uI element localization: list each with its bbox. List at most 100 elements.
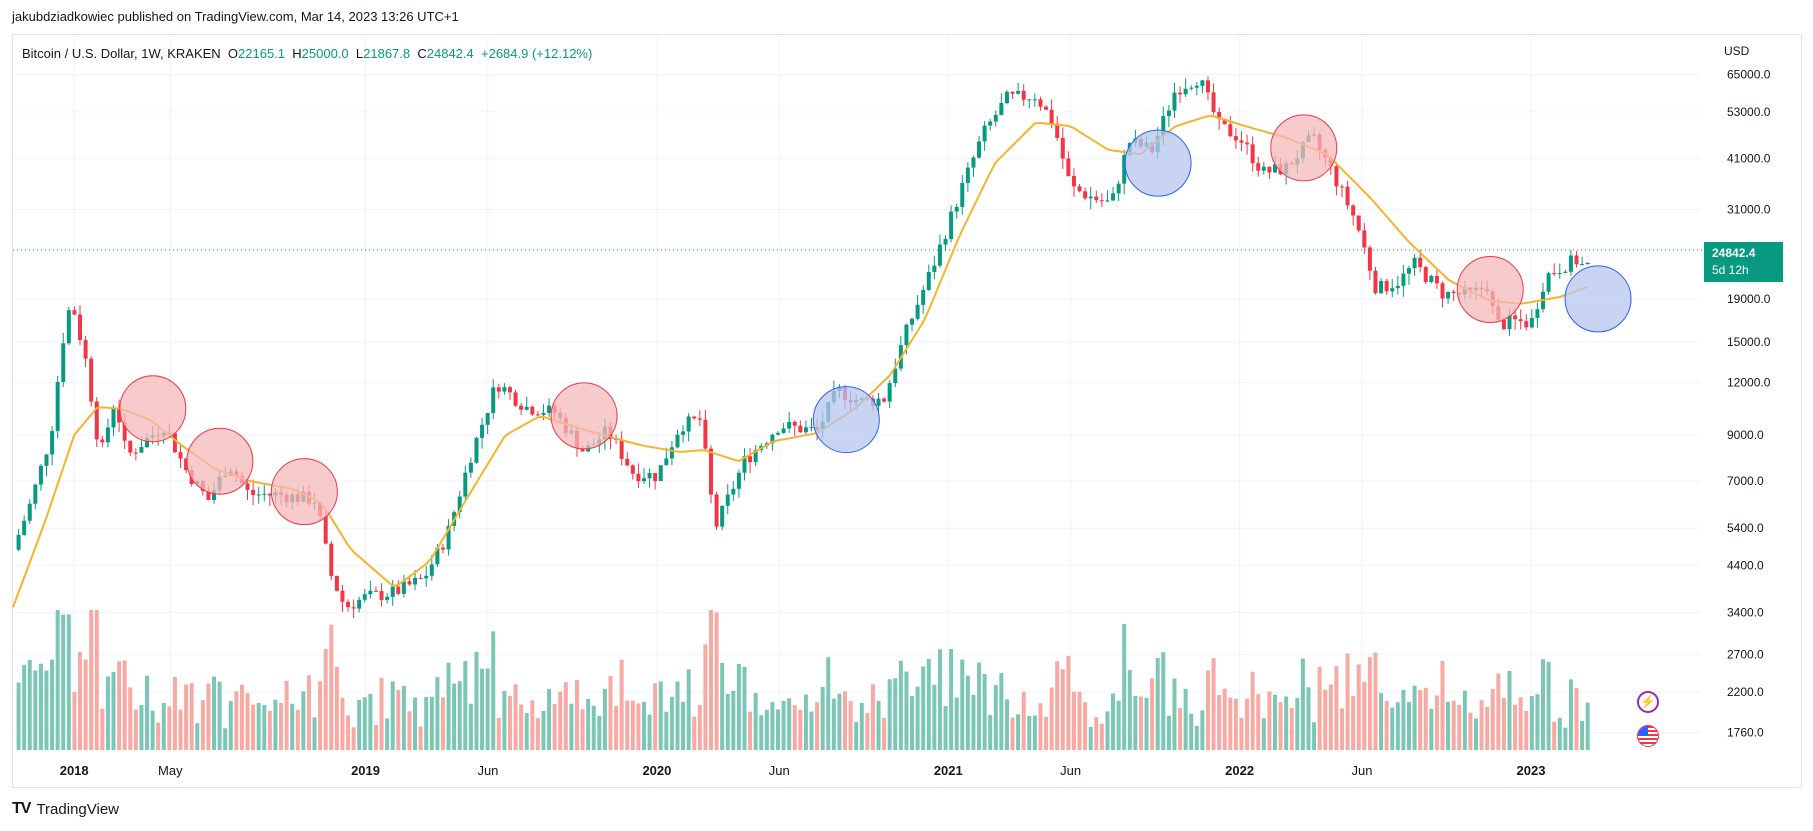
candle-body [100,439,105,443]
volume-bar [764,709,769,750]
chart-frame[interactable] [12,34,1802,788]
volume-bar [267,710,272,750]
volume-bar [1423,687,1428,750]
price-axis: 65000.0 53000.0 41000.0 31000.0 19000.0 15000… [1727,68,1771,740]
volume-bar [228,701,233,750]
candle-body [1557,272,1562,274]
volume-bar [61,614,66,750]
volume-bar [904,671,909,750]
us-flag-icon[interactable] [1637,725,1659,747]
volume-bar [1183,688,1188,750]
volume-bar [195,723,200,750]
volume-bar [653,683,658,750]
volume-bar [1328,684,1333,750]
low-value: 21867.8 [363,46,411,61]
volume-bar [139,705,144,750]
volume-bar [507,696,512,750]
tradingview-brand[interactable]: TV TradingView [12,800,119,818]
volume-bar [954,697,959,750]
candle-body [357,599,362,609]
candle-body [580,448,585,452]
volume-bar [535,718,540,750]
candle-body [708,448,713,495]
candle-body [982,125,987,142]
volume-bar [619,659,624,750]
candle-body [1010,91,1015,94]
volume-bar [1155,657,1160,750]
candle-body [50,431,55,455]
candle-body [937,244,942,266]
candle-body [440,547,445,550]
volume-bar [1205,670,1210,750]
candle-body [1228,124,1233,137]
candle-body [1099,200,1104,202]
volume-bar [697,705,702,750]
candle-body [1524,321,1529,328]
time-tick: Jun [477,763,498,778]
volume-bar [474,651,479,750]
candle-body [809,427,814,429]
candle-body [647,473,652,479]
candle-body [664,458,669,466]
candle-body [1049,109,1054,124]
candle-body [530,406,535,415]
candle-body [1016,90,1021,94]
time-tick: Jun [1060,763,1081,778]
volume-bar [753,693,758,750]
candle-body [1563,271,1568,273]
volume-bar [212,676,217,750]
volume-bar [563,682,568,750]
volume-bar [530,700,535,750]
candle-body [1239,140,1244,143]
candle-body [507,387,512,393]
volume-bar [865,713,870,750]
currency-label[interactable]: USD [1724,44,1750,58]
volume-bar [239,684,244,750]
candle-body [256,494,261,496]
volume-bar [401,686,406,750]
volume-bar [597,715,602,750]
candle-body [1568,255,1573,272]
volume-bar [1144,697,1149,750]
candle-body [491,387,496,414]
volume-bar [1474,718,1479,750]
volume-bar [1339,708,1344,750]
volume-bar [1088,726,1093,750]
candle-body [72,310,77,315]
candle-body [105,427,110,443]
volume-bar [982,674,987,750]
candle-body [748,456,753,463]
candle-body [1066,158,1071,176]
candle-body [519,405,524,410]
candle-body [1027,99,1032,101]
time-tick: 2020 [642,763,671,778]
candle-body [977,141,982,158]
volume-bar [178,709,183,750]
volume-bar [1401,689,1406,750]
candle-body [368,590,373,595]
flash-icon[interactable]: ⚡ [1637,691,1659,713]
price-tick: 4400.0 [1727,559,1764,573]
volume-bar [636,703,641,750]
high-value: 25000.0 [301,46,349,61]
red-highlight-circle [270,458,338,526]
candle-body [1071,175,1076,187]
candle-body [714,494,719,527]
time-tick: 2022 [1225,763,1254,778]
candle-body [122,422,127,441]
candle-body [658,465,663,482]
volume-bar [1066,655,1071,750]
volume-bar [463,661,468,750]
volume-bar [1312,722,1317,750]
candle-body [1362,230,1367,248]
candle-body [1367,247,1372,271]
candle-body [66,310,71,344]
candle-body [1217,112,1222,119]
volume-bar [145,675,150,750]
volume-bar [262,705,267,750]
candle-body [1245,142,1250,145]
bar-countdown: 5d 12h [1712,263,1749,277]
volume-bar [1071,691,1076,750]
volume-bar [312,717,317,750]
